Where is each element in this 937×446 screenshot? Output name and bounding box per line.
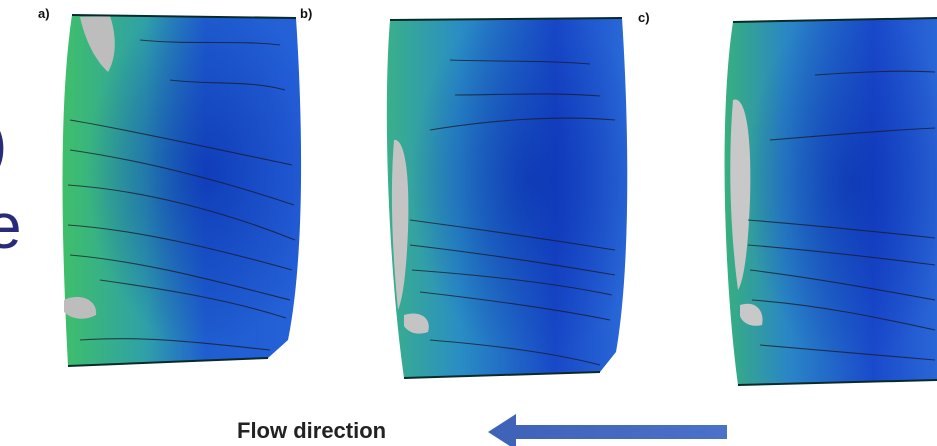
slide-text-fragment: ) [0,107,7,179]
slide-text-fragment: e [0,190,22,262]
blade-a [63,15,302,366]
panel-label: a) [38,6,50,21]
panel-label: b) [300,6,312,21]
flow-arrow [488,414,727,446]
figure: ) e a) b) [0,0,937,446]
caption: Flow direction [237,418,386,443]
panel-label: c) [638,10,650,25]
blade-b [387,18,627,378]
blade-c [725,18,937,385]
page: ) e a) b) [0,0,937,446]
